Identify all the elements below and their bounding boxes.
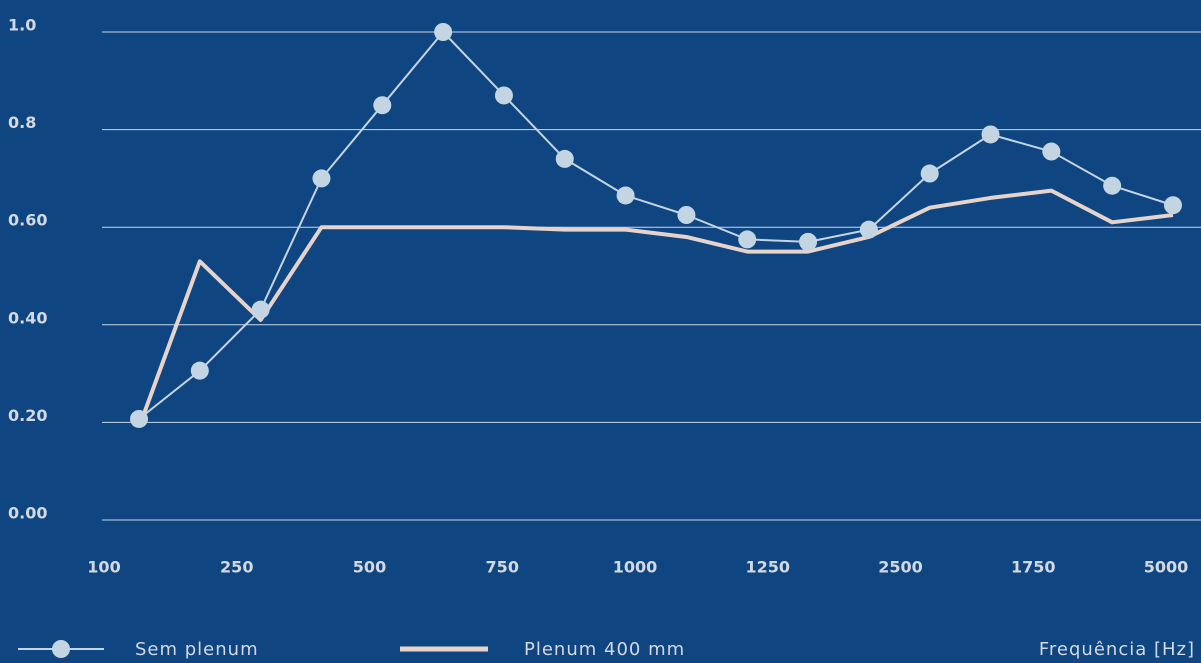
point — [616, 186, 635, 205]
x-tick-label: 1750 — [1011, 558, 1056, 577]
point — [1103, 176, 1122, 195]
x-tick-label: 750 — [486, 558, 519, 577]
point — [859, 220, 878, 239]
point — [920, 164, 939, 183]
point — [312, 169, 331, 188]
x-tick-label: 100 — [87, 558, 120, 577]
series-line — [137, 188, 1174, 428]
x-tick-label: 2500 — [878, 558, 923, 577]
y-tick-label: 0.8 — [8, 113, 36, 132]
point — [494, 86, 513, 105]
point — [373, 96, 392, 115]
x-axis-label: Frequência [Hz] — [1039, 639, 1195, 660]
x-tick-label: 500 — [353, 558, 386, 577]
point — [190, 361, 209, 380]
legend-label: Plenum 400 mm — [524, 639, 685, 660]
x-tick-label: 250 — [220, 558, 253, 577]
y-tick-label: 0.20 — [8, 406, 47, 425]
point — [738, 230, 757, 249]
point — [251, 300, 270, 319]
y-tick-label: 1.0 — [8, 16, 36, 35]
legend-marker — [52, 640, 70, 658]
legend-label: Sem plenum — [135, 639, 259, 660]
point — [677, 206, 696, 224]
point — [1042, 142, 1061, 161]
y-tick-label: 0.40 — [8, 308, 47, 327]
point — [799, 232, 818, 251]
x-tick-label: 1000 — [613, 558, 658, 577]
point — [130, 409, 148, 428]
point — [981, 125, 1000, 144]
x-tick-label: 1250 — [745, 558, 790, 577]
point — [555, 149, 574, 168]
series-line — [138, 31, 1174, 420]
y-tick-label: 0.60 — [8, 211, 47, 230]
point — [1164, 196, 1182, 215]
x-tick-label: 5000 — [1144, 558, 1189, 577]
y-tick-label: 0.00 — [8, 504, 47, 523]
point — [434, 23, 453, 41]
